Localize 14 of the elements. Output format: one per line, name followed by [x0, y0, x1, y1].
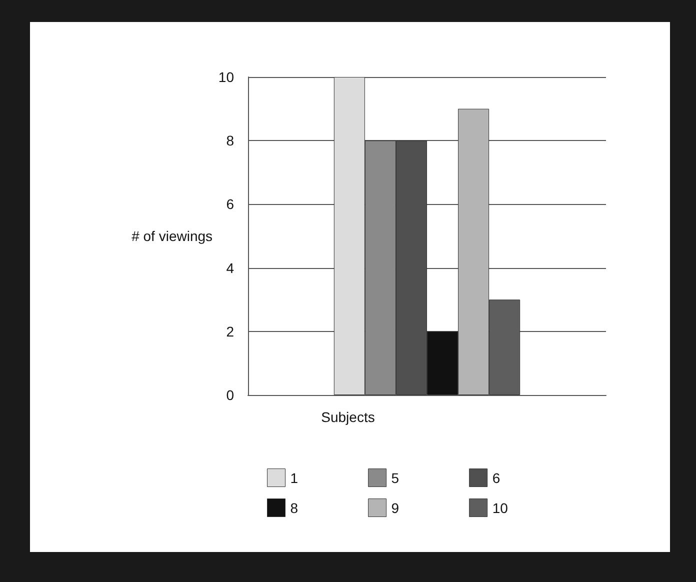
legend-label: 8 [290, 500, 298, 516]
y-tick-label: 2 [226, 323, 234, 340]
y-axis-title: # of viewings [132, 228, 213, 244]
legend-label: 10 [492, 500, 508, 516]
y-tick-label: 10 [218, 69, 234, 85]
legend-label: 6 [492, 470, 500, 486]
legend-label: 1 [290, 470, 298, 486]
legend-label: 5 [391, 470, 400, 486]
y-tick-label: 0 [226, 387, 234, 403]
legend-title: Subjects [321, 409, 375, 425]
y-tick-label: 8 [226, 132, 234, 149]
y-tick-label: 4 [226, 260, 234, 276]
legend-label: 9 [391, 500, 400, 516]
y-tick-label: 6 [226, 196, 234, 212]
